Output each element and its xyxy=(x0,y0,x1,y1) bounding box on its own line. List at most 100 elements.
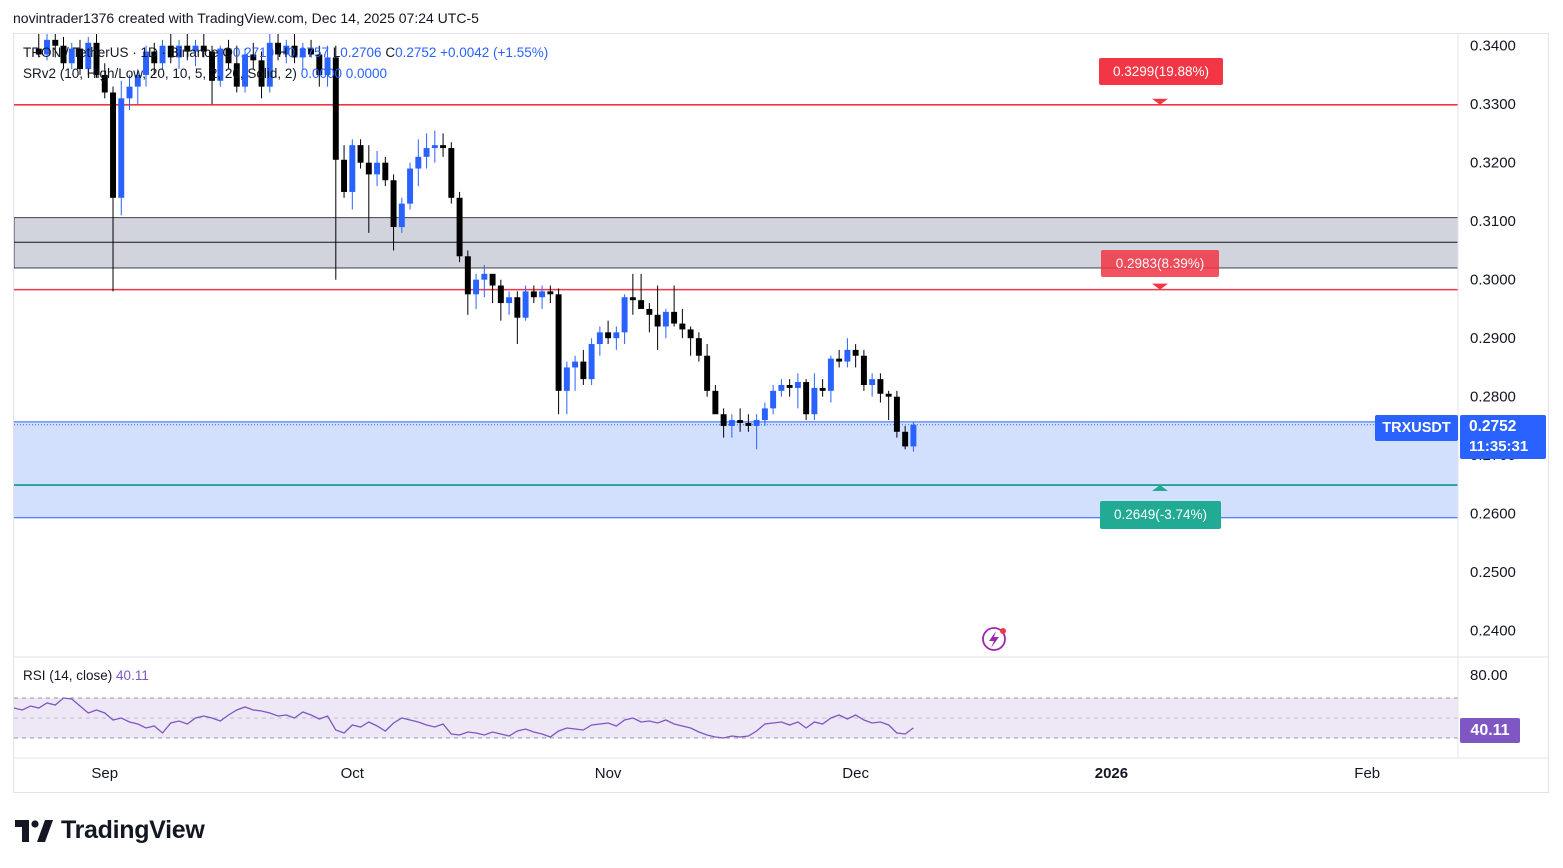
candle[interactable] xyxy=(365,145,372,233)
candle[interactable] xyxy=(143,45,149,87)
candle[interactable] xyxy=(134,69,141,105)
candle[interactable] xyxy=(728,414,735,438)
candle[interactable] xyxy=(456,191,463,263)
candle[interactable] xyxy=(572,355,579,391)
candle[interactable] xyxy=(448,142,455,204)
candle[interactable] xyxy=(242,48,249,93)
candle[interactable] xyxy=(836,349,843,368)
candle[interactable] xyxy=(167,34,174,64)
candle[interactable] xyxy=(431,130,438,163)
candle[interactable] xyxy=(68,42,75,70)
candle[interactable] xyxy=(316,45,323,87)
candle[interactable] xyxy=(341,145,348,198)
candle[interactable] xyxy=(877,373,884,403)
candle[interactable] xyxy=(35,19,42,58)
candle[interactable] xyxy=(118,80,125,216)
candle[interactable] xyxy=(44,34,50,61)
candle[interactable] xyxy=(159,39,166,70)
candle[interactable] xyxy=(671,285,678,327)
candle[interactable] xyxy=(803,379,810,421)
candle[interactable] xyxy=(390,174,397,251)
candle[interactable] xyxy=(52,28,59,58)
candle[interactable] xyxy=(464,250,471,315)
candle[interactable] xyxy=(349,139,356,210)
candle[interactable] xyxy=(712,384,719,415)
candle[interactable] xyxy=(506,291,513,315)
candle[interactable] xyxy=(720,408,727,438)
candle[interactable] xyxy=(885,390,892,421)
candle[interactable] xyxy=(580,349,587,385)
candle[interactable] xyxy=(225,39,232,70)
alert-icon[interactable] xyxy=(982,627,1006,651)
candle[interactable] xyxy=(184,34,191,61)
indicator-legend[interactable]: SRv2 (10, High/Low, 20, 10, 5, 2, 20, So… xyxy=(23,66,387,81)
candle[interactable] xyxy=(209,45,216,105)
candle[interactable] xyxy=(217,45,224,87)
candle[interactable] xyxy=(308,39,315,58)
candle[interactable] xyxy=(473,273,480,309)
candle[interactable] xyxy=(613,326,620,350)
candle[interactable] xyxy=(514,291,521,345)
candle[interactable] xyxy=(200,34,207,58)
symbol-legend[interactable]: TRON / TetherUS · 1D · Binance O0.2710 H… xyxy=(23,45,548,60)
candle[interactable] xyxy=(77,39,83,75)
candle[interactable] xyxy=(662,308,669,339)
candle[interactable] xyxy=(547,285,554,304)
candle[interactable] xyxy=(704,344,711,397)
candle[interactable] xyxy=(101,63,108,99)
candle[interactable] xyxy=(275,34,282,61)
candle[interactable] xyxy=(555,288,562,415)
candle[interactable] xyxy=(126,74,133,111)
candle[interactable] xyxy=(902,425,909,450)
candle[interactable] xyxy=(481,265,488,298)
candle[interactable] xyxy=(563,361,570,415)
candle[interactable] xyxy=(770,384,777,415)
candle[interactable] xyxy=(266,34,273,93)
candle[interactable] xyxy=(893,390,900,438)
chart-frame[interactable] xyxy=(13,33,1549,793)
candle[interactable] xyxy=(695,332,702,362)
candle[interactable] xyxy=(778,379,785,397)
candle[interactable] xyxy=(332,45,339,280)
candle[interactable] xyxy=(440,133,447,157)
candle[interactable] xyxy=(687,326,694,356)
candle[interactable] xyxy=(192,39,199,67)
candle[interactable] xyxy=(638,273,645,309)
candle[interactable] xyxy=(827,355,834,403)
candle[interactable] xyxy=(522,285,529,321)
candle[interactable] xyxy=(745,414,752,432)
candle[interactable] xyxy=(869,373,876,397)
candle[interactable] xyxy=(407,162,414,210)
candle[interactable] xyxy=(753,414,760,450)
candle[interactable] xyxy=(357,139,364,169)
candle[interactable] xyxy=(679,308,686,339)
candle[interactable] xyxy=(291,34,298,64)
candle[interactable] xyxy=(646,303,653,333)
candle[interactable] xyxy=(233,45,240,93)
rsi-legend[interactable]: RSI (14, close) 40.11 xyxy=(23,668,149,683)
candle[interactable] xyxy=(382,156,389,187)
candle[interactable] xyxy=(811,373,818,421)
candle[interactable] xyxy=(60,36,67,70)
candle[interactable] xyxy=(283,39,290,64)
candle[interactable] xyxy=(629,273,636,315)
candle[interactable] xyxy=(860,349,867,391)
candle[interactable] xyxy=(794,373,801,409)
candle[interactable] xyxy=(588,338,595,385)
candle[interactable] xyxy=(151,42,158,75)
candle[interactable] xyxy=(539,285,546,309)
candle[interactable] xyxy=(299,42,306,70)
candle[interactable] xyxy=(819,379,826,397)
candle[interactable] xyxy=(85,36,92,75)
candle[interactable] xyxy=(497,279,504,321)
candle[interactable] xyxy=(786,379,793,397)
candle[interactable] xyxy=(250,42,257,70)
candle[interactable] xyxy=(415,139,422,187)
candle[interactable] xyxy=(258,51,265,99)
candle[interactable] xyxy=(605,320,612,345)
candle[interactable] xyxy=(737,408,744,432)
candle[interactable] xyxy=(374,150,381,187)
candle[interactable] xyxy=(489,273,496,304)
candle[interactable] xyxy=(398,197,405,233)
